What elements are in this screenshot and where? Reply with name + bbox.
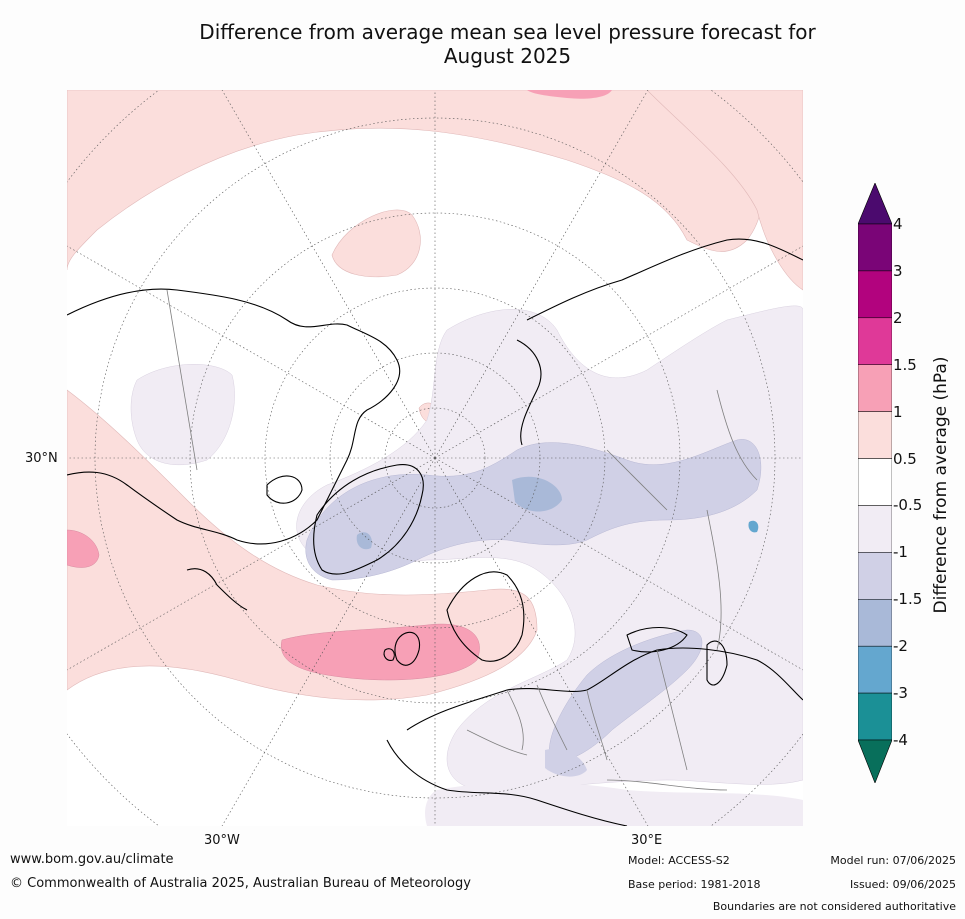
colorbar-tick-label: -3 [893,684,908,703]
anomaly-region-magenta-pacific [67,529,100,568]
colorbar-segment [858,364,892,412]
footer-model: Model: ACCESS-S2 [628,854,730,867]
colorbar-segment [858,552,892,600]
anomaly-map [67,90,803,826]
colorbar-tick-label: -0.5 [893,496,923,515]
colorbar-segment [858,692,892,741]
colorbar-extend-bottom [858,739,892,783]
colorbar-extend-top [858,183,892,225]
colorbar-segment [858,645,892,694]
map-title-line1: Difference from average mean sea level p… [199,20,816,44]
anomaly-region-pink-small [331,209,421,278]
colorbar-segment [858,270,892,319]
lon-label-30e: 30°E [631,833,663,848]
country-borders [166,289,758,791]
footer-base-period: Base period: 1981-2018 [628,878,761,891]
footer-disclaimer: Boundaries are not considered authoritat… [712,900,956,913]
coastlines [67,238,803,826]
footer-url: www.bom.gov.au/climate [10,852,174,867]
colorbar-segment [858,458,892,506]
lat-label-30n: 30°N [25,451,58,466]
footer-issued: Issued: 09/06/2025 [849,878,956,891]
anomaly-region-pink-top-magenta [527,90,612,99]
colorbar-segment [858,505,892,553]
colorbar-segment [858,411,892,459]
map-title-line2: August 2025 [443,44,572,68]
anomaly-region-blue-grey-med [545,748,587,777]
colorbar-tick-label: -2 [893,637,908,656]
anomaly-region-pink-atlantic [67,389,538,701]
colorbar [858,183,892,783]
colorbar-tick-label: -1 [893,543,908,562]
graticule [67,90,803,826]
map-title: Difference from average mean sea level p… [100,20,915,68]
colorbar-tick-label: 0.5 [893,449,917,468]
colorbar-tick-label: 2 [893,308,903,327]
anomaly-region-lilac-pacific [130,364,235,466]
colorbar-tick-label: 4 [893,215,903,233]
colorbar-segment [858,599,892,647]
colorbar-tick-label: -1.5 [893,590,923,609]
anomaly-region-blue-core-3 [748,520,759,533]
colorbar-tick-label: 1 [893,402,903,421]
colorbar-tick-label: 1.5 [893,355,917,374]
colorbar-tick-label: 3 [893,261,903,280]
colorbar-segment [858,223,892,272]
anomaly-region-blue-core-2 [356,532,372,550]
lon-label-30w: 30°W [204,833,240,848]
colorbar-tick-label: -4 [893,731,908,749]
footer-copyright: © Commonwealth of Australia 2025, Austra… [10,876,471,891]
colorbar-segment [858,317,892,365]
footer-model-run: Model run: 07/06/2025 [830,854,956,867]
colorbar-title: Difference from average (hPa) [931,356,951,614]
anomaly-region-pink-top-right [646,90,803,291]
anomaly-region-blue-core-1 [512,476,562,512]
anomaly-region-lilac-south [425,782,803,826]
